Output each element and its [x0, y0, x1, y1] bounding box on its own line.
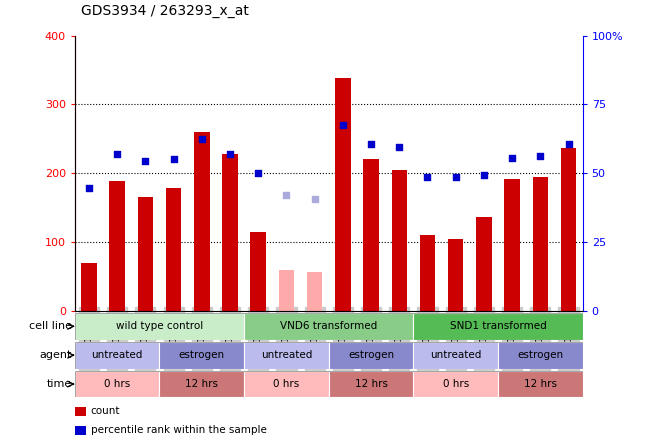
- Bar: [109, 182, 125, 311]
- Point: [197, 135, 207, 142]
- Bar: [75, 313, 244, 340]
- Text: cell line: cell line: [29, 321, 72, 331]
- Bar: [391, 170, 407, 311]
- Bar: [194, 132, 210, 311]
- Text: 12 hrs: 12 hrs: [355, 379, 387, 389]
- Bar: [476, 217, 492, 311]
- Point: [112, 151, 122, 158]
- Bar: [498, 371, 583, 397]
- Text: 0 hrs: 0 hrs: [443, 379, 469, 389]
- Text: 0 hrs: 0 hrs: [273, 379, 299, 389]
- Text: untreated: untreated: [430, 350, 481, 360]
- Point: [169, 156, 179, 163]
- Bar: [363, 159, 379, 311]
- Bar: [75, 407, 86, 416]
- Text: estrogen: estrogen: [518, 350, 563, 360]
- Bar: [166, 188, 182, 311]
- Bar: [137, 197, 153, 311]
- Text: VND6 transformed: VND6 transformed: [280, 321, 378, 331]
- Text: SND1 transformed: SND1 transformed: [450, 321, 546, 331]
- Text: GDS3934 / 263293_x_at: GDS3934 / 263293_x_at: [81, 4, 249, 18]
- Text: untreated: untreated: [261, 350, 312, 360]
- Point: [140, 157, 150, 164]
- Bar: [448, 239, 464, 311]
- Point: [507, 155, 518, 162]
- Bar: [159, 371, 244, 397]
- Point: [366, 141, 376, 148]
- Text: estrogen: estrogen: [179, 350, 225, 360]
- Point: [478, 171, 489, 178]
- Bar: [279, 270, 294, 311]
- Text: wild type control: wild type control: [116, 321, 203, 331]
- Bar: [505, 178, 520, 311]
- Point: [450, 173, 461, 180]
- Bar: [413, 342, 498, 369]
- Bar: [251, 232, 266, 311]
- Bar: [75, 426, 86, 435]
- Text: 0 hrs: 0 hrs: [104, 379, 130, 389]
- Bar: [498, 342, 583, 369]
- Point: [563, 141, 574, 148]
- Text: untreated: untreated: [92, 350, 143, 360]
- Point: [309, 195, 320, 202]
- Bar: [561, 148, 576, 311]
- Bar: [244, 313, 413, 340]
- Bar: [420, 235, 436, 311]
- Text: time: time: [46, 379, 72, 389]
- Bar: [533, 177, 548, 311]
- Point: [422, 173, 433, 180]
- Bar: [81, 263, 97, 311]
- Point: [281, 192, 292, 199]
- Bar: [159, 342, 244, 369]
- Text: percentile rank within the sample: percentile rank within the sample: [91, 425, 267, 435]
- Bar: [335, 78, 351, 311]
- Bar: [222, 154, 238, 311]
- Text: count: count: [91, 406, 120, 416]
- Bar: [75, 342, 159, 369]
- Bar: [307, 272, 322, 311]
- Point: [535, 152, 546, 159]
- Point: [394, 143, 404, 151]
- Text: estrogen: estrogen: [348, 350, 394, 360]
- Text: 12 hrs: 12 hrs: [524, 379, 557, 389]
- Point: [84, 185, 94, 192]
- Bar: [413, 313, 583, 340]
- Text: agent: agent: [39, 350, 72, 360]
- Bar: [75, 371, 159, 397]
- Point: [225, 151, 235, 158]
- Bar: [329, 342, 413, 369]
- Point: [338, 121, 348, 128]
- Text: 12 hrs: 12 hrs: [186, 379, 218, 389]
- Bar: [244, 342, 329, 369]
- Bar: [413, 371, 498, 397]
- Point: [253, 170, 264, 177]
- Bar: [244, 371, 329, 397]
- Bar: [329, 371, 413, 397]
